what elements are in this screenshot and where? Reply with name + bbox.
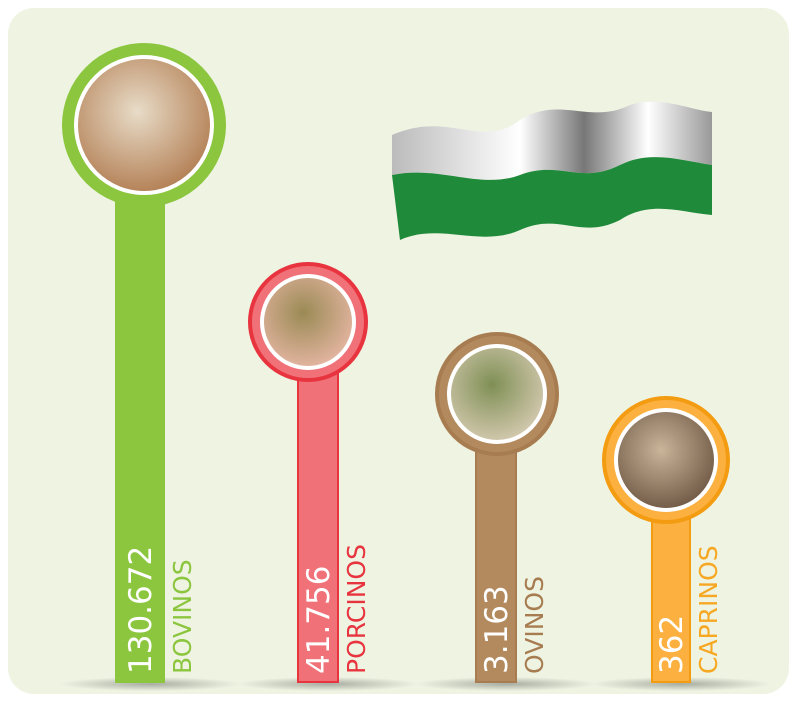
bar [115,124,165,683]
value: 41.756 [301,566,337,674]
value: 130.672 [123,546,159,674]
label: CAPRINOS [694,545,723,674]
shadow [591,677,771,691]
item: 130.672 BOVINOS [60,43,240,691]
label: OVINOS [520,576,549,674]
photo [447,344,547,444]
shadow [416,677,596,691]
flag [392,101,712,240]
label: PORCINOS [342,544,371,674]
bar [297,321,339,683]
item: 3.163 OVINOS [416,332,596,691]
value: 3.163 [479,585,515,674]
item: 41.756 PORCINOS [238,262,418,691]
photo [614,408,718,512]
value: 362 [654,615,690,674]
shadow [60,677,240,691]
photo [260,274,356,370]
label: BOVINOS [168,559,197,674]
photo [74,55,214,195]
item: 362 CAPRINOS [591,396,771,691]
shadow [238,677,418,691]
